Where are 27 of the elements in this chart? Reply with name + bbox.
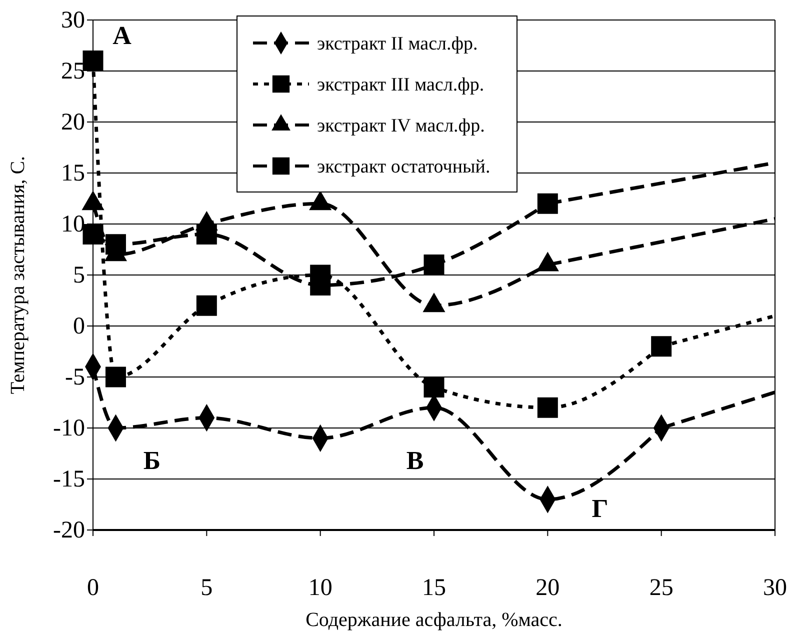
x-tick-label: 25 bbox=[649, 575, 674, 602]
y-tick-label: 25 bbox=[61, 58, 85, 85]
y-tick-label: -5 bbox=[65, 364, 85, 391]
annotation: В bbox=[406, 446, 424, 476]
legend-label: экстракт IV масл.фр. bbox=[317, 116, 485, 137]
legend-label: экстракт остаточный. bbox=[317, 156, 490, 178]
y-axis-title: Температура застывания, С. bbox=[7, 156, 29, 394]
legend-label: экстракт II масл.фр. bbox=[317, 34, 478, 55]
y-tick-label: 30 bbox=[61, 8, 85, 34]
x-tick-label: 20 bbox=[536, 575, 560, 602]
annotation: А bbox=[112, 21, 132, 50]
y-tick-label: 15 bbox=[61, 160, 85, 187]
x-tick-label: 30 bbox=[763, 575, 787, 602]
annotation: Б bbox=[143, 446, 161, 476]
x-axis-title: Содержание асфальта, %масс. bbox=[306, 609, 562, 631]
y-tick-label: 0 bbox=[73, 314, 85, 340]
legend-label: экстракт III масл.фр. bbox=[317, 74, 484, 96]
y-tick-label: 20 bbox=[61, 110, 85, 136]
y-tick-label: 10 bbox=[61, 212, 85, 238]
x-tick-label: 10 bbox=[308, 575, 332, 602]
y-tick-label: 5 bbox=[73, 262, 85, 289]
y-tick-label: -20 bbox=[53, 518, 85, 544]
x-tick-label: 5 bbox=[200, 575, 213, 602]
y-tick-label: -10 bbox=[53, 416, 85, 442]
x-tick-label: 15 bbox=[422, 575, 446, 602]
y-tick-label: -15 bbox=[53, 466, 85, 493]
annotation: Г bbox=[592, 494, 608, 524]
